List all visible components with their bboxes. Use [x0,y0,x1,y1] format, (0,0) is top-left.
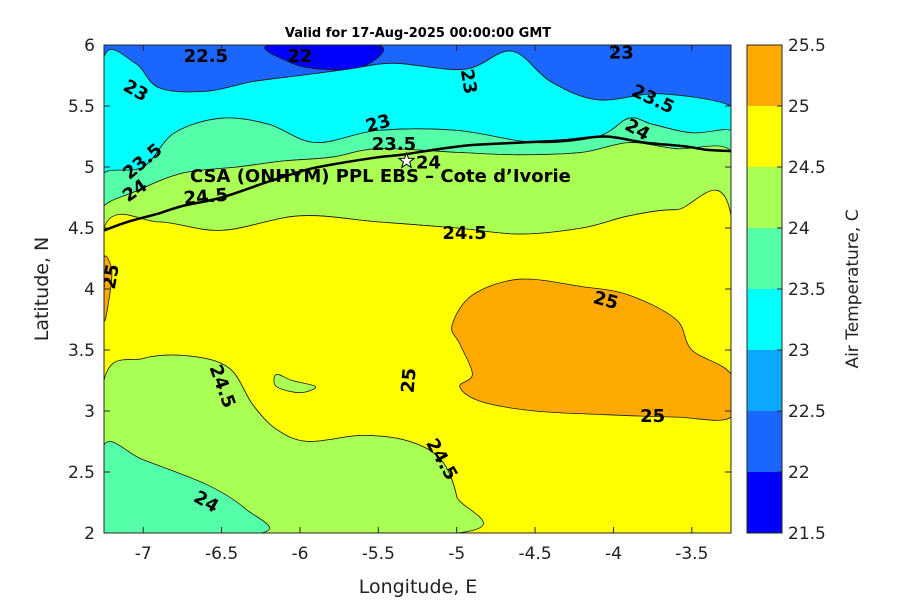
coastline-path [104,135,731,232]
y-tick-label: 6 [84,36,95,56]
x-axis: -7 -6.5 -6 -5.5 -5 -4.5 -4 -3.5 [135,45,708,564]
colorbar-swatch [747,45,782,106]
x-tick-label: -6 [291,544,308,564]
contour-label: 23.5 [372,134,416,155]
site-marker-group [397,151,416,169]
y-tick-label: 5 [84,158,95,178]
colorbar-swatch [747,228,782,289]
colorbar-tick-label: 25.5 [788,36,826,56]
colorbar-swatch [747,472,782,533]
contour-label: 25 [398,367,421,394]
colorbar-tick-label: 23 [788,341,810,361]
x-tick-label: -3.5 [675,544,708,564]
x-tick-label: -5 [448,544,465,564]
site-label: CSA (ONHYM) PPL EBS – Cote d’Ivorie [190,166,571,187]
colorbar-tick-label: 24.5 [788,158,826,178]
colorbar-tick-label: 22 [788,463,810,483]
x-tick-label: -4 [605,544,622,564]
y-tick-label: 2 [84,524,95,544]
colorbar-tick-label: 25 [788,97,810,117]
colorbar-swatch [747,411,782,472]
x-tick-label: -7 [135,544,152,564]
site-star-marker [397,151,416,169]
y-tick-label: 5.5 [68,97,95,117]
contour-label: 25 [640,406,665,427]
colorbar-swatch [747,350,782,411]
contour-label: 24.5 [442,223,486,244]
y-tick-label: 2.5 [68,463,95,483]
colorbar-swatch [747,289,782,350]
contour-region-25 [451,278,731,421]
contour-label: 22.5 [184,46,228,67]
colorbar-tick-label: 21.5 [788,524,826,544]
contour-label: 23 [456,67,481,95]
temperature-regions [104,45,731,533]
y-axis-label: Latitude, N [31,237,53,342]
coastline [104,135,731,232]
contour-label: 24.5 [183,185,229,210]
colorbar-label: Air Temperature, C [843,209,863,368]
contour-label: 24 [416,152,441,173]
colorbar: 21.5 22 22.5 23 23.5 24 24.5 25 25.5 [746,36,826,544]
colorbar-tick-label: 23.5 [788,280,826,300]
contour-label: 23 [609,43,634,64]
contour-region-24 [273,373,317,394]
y-axis: 22.533.544.555.56 [68,36,731,544]
y-tick-label: 4.5 [68,219,95,239]
y-tick-label: 3.5 [68,341,95,361]
contour-region-23-5 [104,441,270,533]
x-tick-label: -4.5 [518,544,551,564]
colorbar-swatch [747,106,782,167]
chart-title: Valid for 17-Aug-2025 00:00:00 GMT [285,26,551,41]
y-tick-label: 4 [84,280,95,300]
x-tick-label: -6.5 [205,544,238,564]
colorbar-tick-label: 22.5 [788,402,826,422]
x-tick-label: -5.5 [362,544,395,564]
colorbar-swatch [747,167,782,228]
contour-label: 22 [287,46,312,67]
contour-label: 25 [99,263,124,291]
colorbar-tick-label: 24 [788,219,810,239]
x-axis-label: Longitude, E [359,576,478,598]
y-tick-label: 3 [84,402,95,422]
